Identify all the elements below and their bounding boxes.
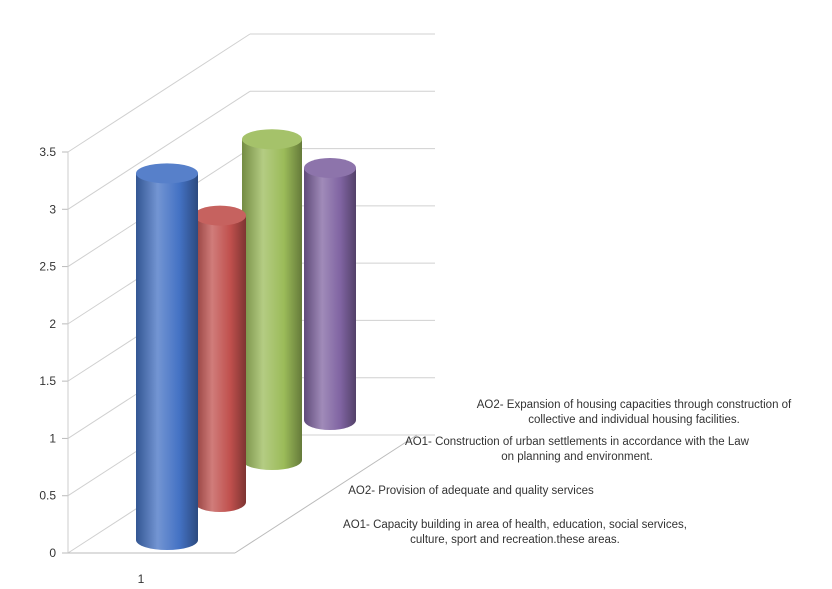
series-label-line: on planning and environment. bbox=[501, 451, 653, 463]
series-label: AO1- Construction of urban settlements i… bbox=[405, 436, 750, 463]
cylinder-top bbox=[194, 205, 246, 226]
y-tick-label: 3 bbox=[49, 202, 56, 216]
cylinder-bar bbox=[304, 157, 356, 430]
cylinder-top bbox=[136, 163, 198, 184]
series-label-line: AO1- Capacity building in area of health… bbox=[343, 519, 687, 531]
cylinder-body bbox=[304, 167, 356, 430]
gridline-diagonal bbox=[67, 33, 251, 153]
cylinder-bar bbox=[136, 163, 198, 550]
cylinder-body bbox=[136, 173, 198, 550]
y-tick-label: 2 bbox=[49, 317, 56, 331]
cylinder-top bbox=[242, 129, 302, 150]
y-tick-label: 0 bbox=[49, 546, 56, 560]
series-labels: AO1- Capacity building in area of health… bbox=[343, 399, 792, 546]
cylinder-bar bbox=[242, 129, 302, 470]
series-label-line: AO2- Provision of adequate and quality s… bbox=[348, 485, 594, 497]
series-label-line: culture, sport and recreation.these area… bbox=[410, 534, 620, 546]
y-tick-label: 1 bbox=[49, 431, 56, 445]
series-label: AO2- Expansion of housing capacities thr… bbox=[477, 399, 792, 426]
cylinder-body bbox=[242, 139, 302, 470]
cylinder-bar bbox=[194, 205, 246, 513]
x-category-label: 1 bbox=[138, 572, 145, 586]
y-tick-label: 0.5 bbox=[39, 489, 56, 503]
series-label-line: AO2- Expansion of housing capacities thr… bbox=[477, 399, 792, 411]
y-tick-label: 1.5 bbox=[39, 374, 56, 388]
series-label-line: AO1- Construction of urban settlements i… bbox=[405, 436, 750, 448]
chart-axes: 0 0.5 1 1.5 2 2.5 3 3.5 1 bbox=[39, 145, 418, 586]
series-label-line: collective and individual housing facili… bbox=[528, 414, 740, 426]
y-tick-label: 3.5 bbox=[39, 145, 56, 159]
gridline-diagonal bbox=[67, 90, 251, 210]
chart-bars bbox=[136, 129, 356, 550]
series-label: AO2- Provision of adequate and quality s… bbox=[348, 485, 594, 497]
floor-right-edge bbox=[234, 434, 418, 554]
cylinder-body bbox=[194, 215, 246, 513]
cylinder-top bbox=[304, 157, 356, 178]
series-label: AO1- Capacity building in area of health… bbox=[343, 519, 687, 546]
y-tick-label: 2.5 bbox=[39, 260, 56, 274]
